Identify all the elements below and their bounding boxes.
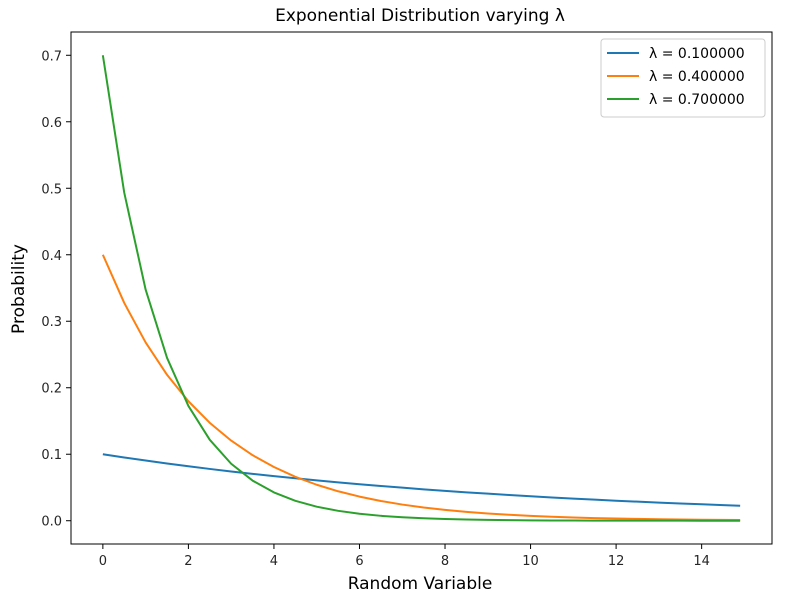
series-line-2 (101, 254, 741, 522)
legend-label-1: λ = 0.100000 (649, 46, 745, 62)
legend: λ = 0.100000 λ = 0.400000 λ = 0.700000 (600, 38, 766, 118)
x-tick-label: 0 (99, 554, 107, 569)
x-tick-label: 8 (441, 554, 449, 569)
legend-label-2: λ = 0.400000 (649, 69, 745, 85)
x-tick-label: 10 (522, 554, 539, 569)
y-tick-label: 0.0 (41, 515, 62, 530)
x-tick-label: 2 (184, 554, 192, 569)
x-tick-label: 12 (608, 554, 625, 569)
axes-frame (70, 31, 773, 545)
y-tick-label: 0.2 (41, 382, 62, 397)
axes-layer: 0 2 4 6 8 10 12 14 0.0 0.1 0.2 0.3 0.4 0.5 0.6 0.7 (41, 31, 773, 569)
series-line-1 (102, 453, 741, 507)
y-axis-title: Probability (9, 244, 29, 334)
series-line-3 (101, 55, 741, 522)
series-layer (101, 55, 741, 522)
y-tick-label: 0.3 (41, 315, 62, 330)
x-tick-label: 4 (270, 554, 278, 569)
legend-box (600, 38, 766, 118)
x-axis-title: Random Variable (348, 574, 493, 594)
legend-label-3: λ = 0.700000 (649, 92, 745, 108)
y-tick-label: 0.1 (41, 448, 62, 463)
y-tick-label: 0.4 (41, 249, 62, 264)
y-tick-label: 0.7 (41, 49, 62, 64)
chart-title: Exponential Distribution varying λ (275, 6, 565, 26)
y-tick-label: 0.5 (41, 182, 62, 197)
x-tick-label: 6 (355, 554, 363, 569)
y-tick-label: 0.6 (41, 116, 62, 131)
x-tick-label: 14 (693, 554, 710, 569)
